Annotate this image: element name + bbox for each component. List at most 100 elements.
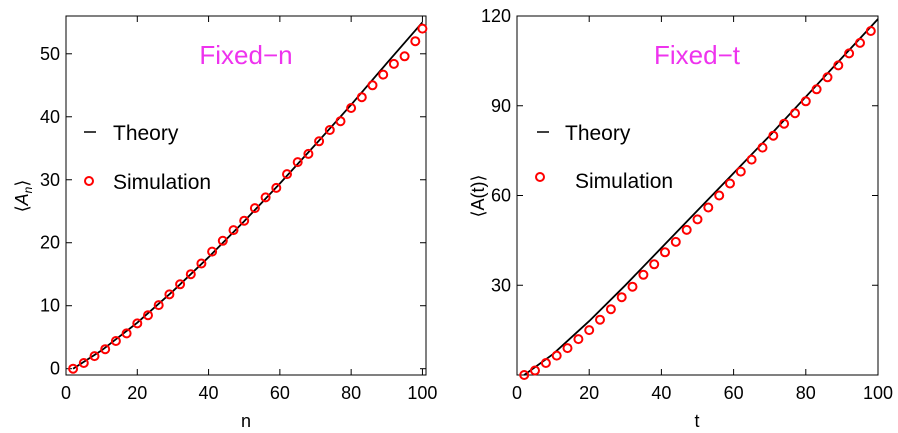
x-tick-label: 100 <box>407 383 437 403</box>
simulation-point <box>735 166 746 177</box>
simulation-point <box>164 289 175 300</box>
x-tick-label: 40 <box>651 383 671 403</box>
x-tick-label: 100 <box>863 383 893 403</box>
legend-simulation-marker <box>84 176 94 186</box>
y-ticks: 0 10 20 30 40 50 <box>40 44 426 379</box>
legend-simulation-label: Simulation <box>113 171 211 194</box>
simulation-point <box>249 203 260 214</box>
simulation-point <box>143 310 153 321</box>
simulation-point <box>410 36 421 47</box>
simulation-point <box>670 236 681 247</box>
simulation-point <box>822 72 833 83</box>
y-tick-label: 30 <box>40 170 60 190</box>
x-tick-label: 60 <box>270 383 290 403</box>
simulation-point <box>714 190 725 201</box>
y-tick-label: 90 <box>491 96 511 116</box>
y-axis-label: ⟨An⟩ <box>12 180 35 213</box>
x-ticks: 0 20 40 60 80 100 <box>512 16 893 403</box>
simulation-point <box>833 60 844 71</box>
x-ticks: 0 20 40 60 80 100 <box>61 16 437 403</box>
panel-fixed-t: 0 20 40 60 80 100 30 60 90 120 Fixed−t Theory Si… <box>468 6 893 431</box>
simulation-point <box>378 69 389 80</box>
theory-series <box>72 21 424 370</box>
simulation-point <box>595 314 605 325</box>
simulation-point <box>217 235 228 246</box>
theory-line <box>72 21 424 370</box>
simulation-point <box>303 148 314 159</box>
simulation-point <box>811 84 822 95</box>
legend-theory-label: Theory <box>113 122 179 145</box>
simulation-point <box>627 281 638 292</box>
simulation-point <box>573 334 584 345</box>
plot-frame <box>65 15 427 376</box>
y-axis-label-sub: n <box>21 186 35 193</box>
y-tick-label: 10 <box>40 296 60 316</box>
theory-line <box>523 18 879 376</box>
chart-title: Fixed−n <box>199 40 292 70</box>
y-tick-label: 50 <box>40 44 60 64</box>
simulation-point <box>605 304 616 315</box>
simulation-point <box>703 202 714 213</box>
simulation-point <box>638 269 649 280</box>
simulation-point <box>335 116 346 127</box>
x-tick-label: 20 <box>579 383 599 403</box>
simulation-point <box>314 136 325 147</box>
y-tick-label: 40 <box>40 107 60 127</box>
simulation-point <box>356 92 367 103</box>
y-tick-label: 20 <box>40 233 60 253</box>
y-tick-label: 60 <box>491 186 511 206</box>
legend-simulation-label: Simulation <box>575 170 673 193</box>
simulation-point <box>800 96 811 107</box>
simulation-point <box>132 318 143 329</box>
simulation-point <box>616 292 627 303</box>
simulation-point <box>100 344 111 355</box>
simulation-point <box>89 351 100 362</box>
simulation-point <box>562 343 573 354</box>
simulation-point <box>367 80 378 91</box>
simulation-point <box>185 269 196 280</box>
simulation-point <box>271 182 282 193</box>
simulation-point <box>110 336 121 346</box>
x-tick-label: 20 <box>127 383 147 403</box>
x-tick-label: 0 <box>61 383 71 403</box>
simulation-point <box>692 214 703 225</box>
simulation-point <box>855 37 865 48</box>
simulation-point <box>282 169 292 180</box>
simulation-point <box>121 328 132 339</box>
simulation-point <box>239 215 250 226</box>
chart-title: Fixed−t <box>654 40 741 70</box>
simulation-point <box>530 365 540 376</box>
x-tick-label: 40 <box>199 383 219 403</box>
simulation-point <box>196 258 207 269</box>
y-axis-label: ⟨A(t)⟩ <box>468 174 488 217</box>
simulation-point <box>417 23 428 34</box>
simulation-point <box>207 246 218 257</box>
simulation-point <box>746 154 757 165</box>
simulation-series <box>68 23 428 374</box>
simulation-point <box>346 103 357 113</box>
simulation-point <box>768 130 779 141</box>
x-tick-label: 80 <box>796 383 816 403</box>
simulation-point <box>551 350 562 361</box>
simulation-point <box>260 192 271 203</box>
simulation-point <box>324 125 335 135</box>
theory-series <box>523 18 879 376</box>
y-ticks: 30 60 90 120 <box>481 6 878 295</box>
simulation-point <box>292 157 303 168</box>
simulation-point <box>660 247 670 258</box>
simulation-point <box>153 300 164 311</box>
simulation-point <box>757 142 768 153</box>
x-tick-label: 80 <box>341 383 361 403</box>
y-axis-label-main: A <box>12 193 32 206</box>
simulation-point <box>790 108 800 119</box>
simulation-point <box>725 178 735 189</box>
x-tick-label: 60 <box>724 383 744 403</box>
simulation-point <box>865 26 876 36</box>
simulation-point <box>649 259 660 270</box>
simulation-point <box>519 370 530 380</box>
x-axis-label: t <box>694 411 699 431</box>
simulation-point <box>681 224 692 235</box>
legend-theory-label: Theory <box>565 122 631 145</box>
simulation-series <box>519 26 876 380</box>
